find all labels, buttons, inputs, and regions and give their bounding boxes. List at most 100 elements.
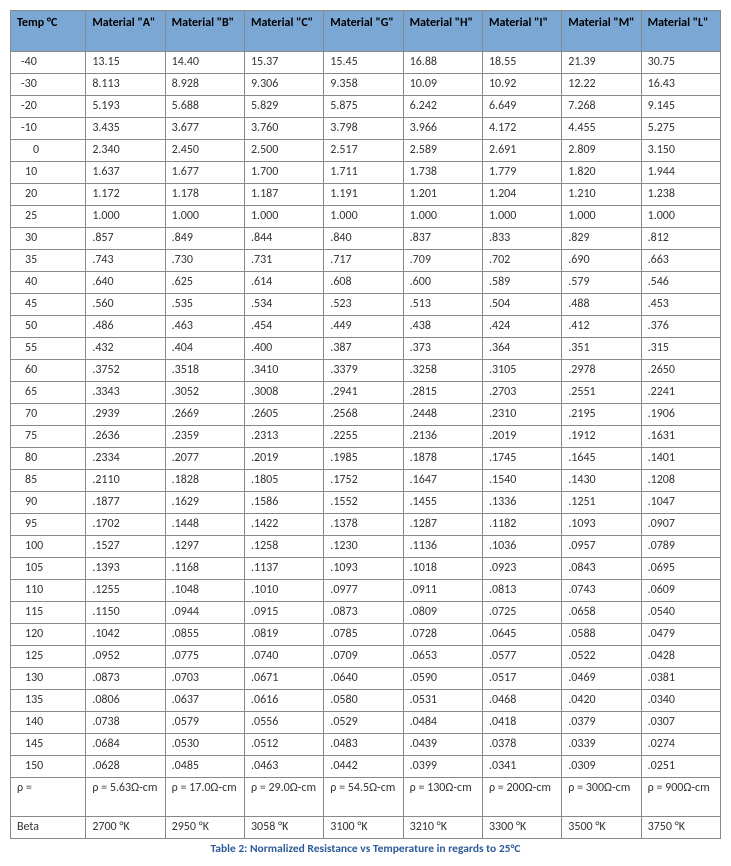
table-cell: .523	[324, 294, 403, 316]
table-cell: .579	[562, 272, 641, 294]
table-cell: .1042	[86, 624, 165, 646]
col-header: Material "C"	[244, 11, 323, 52]
table-cell: .0609	[641, 580, 720, 602]
table-cell: .2551	[562, 382, 641, 404]
table-row: 145.0684.0530.0512.0483.0439.0378.0339.0…	[11, 734, 721, 756]
beta-row: Beta2700 °K2950 °K3058 °K3100 °K3210 °K3…	[11, 817, 721, 839]
table-cell: .1018	[403, 558, 482, 580]
table-cell: 5.275	[641, 118, 720, 140]
table-cell: .0577	[482, 646, 561, 668]
table-cell: .2136	[403, 426, 482, 448]
table-cell: 1.000	[641, 206, 720, 228]
table-cell: .812	[641, 228, 720, 250]
table-cell: 21.39	[562, 52, 641, 74]
table-header-row: Temp °C Material "A" Material "B" Materi…	[11, 11, 721, 52]
table-cell: .438	[403, 316, 482, 338]
table-cell: .3052	[165, 382, 244, 404]
table-cell: .0628	[86, 756, 165, 778]
table-cell: .1136	[403, 536, 482, 558]
table-cell: .1048	[165, 580, 244, 602]
table-cell: .3752	[86, 360, 165, 382]
table-cell: .449	[324, 316, 403, 338]
table-cell: .0530	[165, 734, 244, 756]
table-cell: 145	[11, 734, 86, 756]
table-row: 101.6371.6771.7001.7111.7381.7791.8201.9…	[11, 162, 721, 184]
table-cell: .0709	[324, 646, 403, 668]
table-cell: .1251	[562, 492, 641, 514]
table-cell: 125	[11, 646, 86, 668]
table-cell: .0640	[324, 668, 403, 690]
table-cell: .1422	[244, 514, 323, 536]
table-cell: .1258	[244, 536, 323, 558]
table-cell: 85	[11, 470, 86, 492]
table-cell: .837	[403, 228, 482, 250]
table-cell: .1647	[403, 470, 482, 492]
table-cell: 80	[11, 448, 86, 470]
table-row: 45.560.535.534.523.513.504.488.453	[11, 294, 721, 316]
table-cell: 16.43	[641, 74, 720, 96]
table-cell: .2019	[482, 426, 561, 448]
table-cell: .731	[244, 250, 323, 272]
table-cell: 5.688	[165, 96, 244, 118]
table-cell: .0379	[562, 712, 641, 734]
table-row: 50.486.463.454.449.438.424.412.376	[11, 316, 721, 338]
table-cell: .463	[165, 316, 244, 338]
table-cell: 3.677	[165, 118, 244, 140]
table-row: -308.1138.9289.3069.35810.0910.9212.2216…	[11, 74, 721, 96]
table-cell: ρ =	[11, 778, 86, 817]
table-cell: .2241	[641, 382, 720, 404]
table-cell: .1093	[324, 558, 403, 580]
col-header: Material "A"	[86, 11, 165, 52]
table-cell: .1137	[244, 558, 323, 580]
table-row: 40.640.625.614.608.600.589.579.546	[11, 272, 721, 294]
table-cell: .1336	[482, 492, 561, 514]
table-cell: 1.191	[324, 184, 403, 206]
table-row: 35.743.730.731.717.709.702.690.663	[11, 250, 721, 272]
table-cell: 130	[11, 668, 86, 690]
table-cell: .2669	[165, 404, 244, 426]
table-cell: 60	[11, 360, 86, 382]
table-cell: .2077	[165, 448, 244, 470]
table-cell: .1629	[165, 492, 244, 514]
table-cell: .2448	[403, 404, 482, 426]
col-header: Material "M"	[562, 11, 641, 52]
table-cell: .640	[86, 272, 165, 294]
table-cell: 105	[11, 558, 86, 580]
table-cell: 55	[11, 338, 86, 360]
table-cell: 75	[11, 426, 86, 448]
table-cell: .608	[324, 272, 403, 294]
table-cell: ρ = 54.5Ω-cm	[324, 778, 403, 817]
table-cell: 1.204	[482, 184, 561, 206]
table-cell: .0637	[165, 690, 244, 712]
table-cell: .1230	[324, 536, 403, 558]
table-cell: .0740	[244, 646, 323, 668]
table-cell: .0517	[482, 668, 561, 690]
table-cell: 2.517	[324, 140, 403, 162]
table-cell: .1036	[482, 536, 561, 558]
table-cell: .0695	[641, 558, 720, 580]
table-cell: .0381	[641, 668, 720, 690]
table-cell: 100	[11, 536, 86, 558]
table-cell: .3379	[324, 360, 403, 382]
table-cell: .1287	[403, 514, 482, 536]
table-cell: .1912	[562, 426, 641, 448]
table-cell: 15.45	[324, 52, 403, 74]
table-cell: .0684	[86, 734, 165, 756]
table-cell: .0442	[324, 756, 403, 778]
resistance-temperature-table: Temp °C Material "A" Material "B" Materi…	[10, 10, 721, 839]
table-cell: 3058 °K	[244, 817, 323, 839]
table-cell: 1.000	[403, 206, 482, 228]
table-cell: .0309	[562, 756, 641, 778]
table-cell: 8.113	[86, 74, 165, 96]
table-cell: .0671	[244, 668, 323, 690]
table-cell: .2703	[482, 382, 561, 404]
table-cell: .424	[482, 316, 561, 338]
table-cell: 14.40	[165, 52, 244, 74]
table-cell: .2019	[244, 448, 323, 470]
table-cell: .0703	[165, 668, 244, 690]
table-row: 70.2939.2669.2605.2568.2448.2310.2195.19…	[11, 404, 721, 426]
table-cell: .534	[244, 294, 323, 316]
table-cell: 115	[11, 602, 86, 624]
table-cell: .833	[482, 228, 561, 250]
table-cell: 1.187	[244, 184, 323, 206]
